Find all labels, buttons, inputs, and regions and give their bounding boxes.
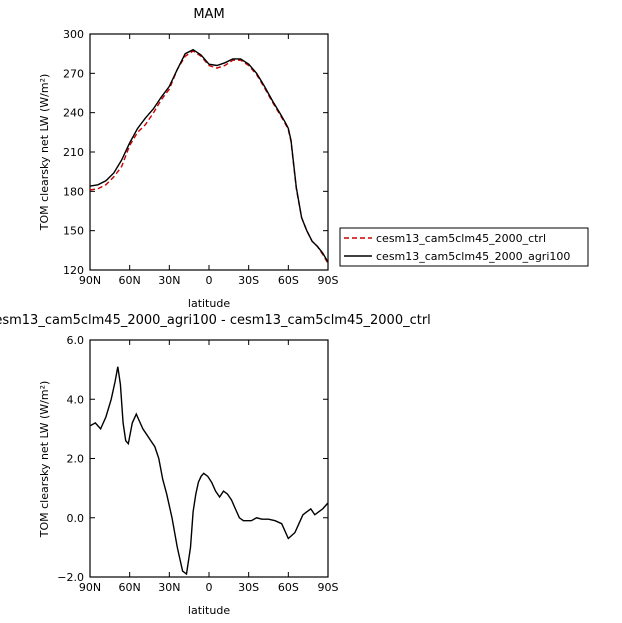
plot-frame xyxy=(89,339,329,578)
top-panel-title: MAM xyxy=(193,7,224,22)
x-tick-label: 90N xyxy=(79,581,101,594)
y-tick-label: 180 xyxy=(63,185,84,198)
series-line-diff-0 xyxy=(90,366,328,576)
y-tick-label: 270 xyxy=(63,67,84,80)
y-tick-label: 2.0 xyxy=(67,453,85,466)
bottom-plot-area xyxy=(89,339,329,578)
x-tick-label: 60S xyxy=(278,581,299,594)
bottom-panel-title: cesm13_cam5clm45_2000_agri100 - cesm13_c… xyxy=(0,313,431,328)
x-tick-label: 90N xyxy=(79,274,101,287)
series-line-cesm13_cam5clm45_2000_agri100 xyxy=(90,48,328,263)
y-tick-label: 300 xyxy=(63,28,84,41)
x-tick-label: 0 xyxy=(206,581,213,594)
y-tick-label: 150 xyxy=(63,225,84,238)
y-tick-label: −2.0 xyxy=(57,571,84,584)
top-panel: MAM TOM clearsky net LW (W/m²) latitude … xyxy=(38,7,339,310)
y-tick-label: 120 xyxy=(63,264,84,277)
y-tick-label: 210 xyxy=(63,146,84,159)
bottom-y-axis-label: TOM clearsky net LW (W/m²) xyxy=(38,381,51,539)
bottom-panel: cesm13_cam5clm45_2000_agri100 - cesm13_c… xyxy=(0,313,431,617)
top-y-ticks: 120 150 180 210 240 270 300 xyxy=(63,28,328,277)
bottom-x-ticks: 90N 60N 30N 0 30S 60S 90S xyxy=(79,340,339,594)
x-tick-label: 60N xyxy=(119,581,141,594)
series-line-cesm13_cam5clm45_2000_ctrl xyxy=(90,50,328,264)
x-tick-label: 0 xyxy=(206,274,213,287)
bottom-x-axis-label: latitude xyxy=(188,604,230,617)
bottom-y-ticks: −2.0 0.0 2.0 4.0 6.0 xyxy=(57,334,328,584)
x-tick-label: 30S xyxy=(238,581,259,594)
x-tick-label: 90S xyxy=(318,274,339,287)
x-tick-label: 90S xyxy=(318,581,339,594)
legend-label-agri100: cesm13_cam5clm45_2000_agri100 xyxy=(376,250,570,263)
y-tick-label: 4.0 xyxy=(67,393,85,406)
y-tick-label: 240 xyxy=(63,107,84,120)
x-tick-label: 30S xyxy=(238,274,259,287)
top-x-ticks: 90N 60N 30N 0 30S 60S 90S xyxy=(79,34,339,287)
x-tick-label: 30N xyxy=(158,274,180,287)
x-tick-label: 60N xyxy=(119,274,141,287)
top-x-axis-label: latitude xyxy=(188,297,230,310)
top-plot-area xyxy=(89,33,329,271)
y-tick-label: 6.0 xyxy=(67,334,85,347)
x-tick-label: 30N xyxy=(158,581,180,594)
legend-box xyxy=(339,227,589,267)
top-y-axis-label: TOM clearsky net LW (W/m²) xyxy=(38,74,51,232)
y-tick-label: 0.0 xyxy=(67,512,85,525)
x-tick-label: 60S xyxy=(278,274,299,287)
legend-label-ctrl: cesm13_cam5clm45_2000_ctrl xyxy=(376,232,546,245)
legend: cesm13_cam5clm45_2000_ctrl cesm13_cam5cl… xyxy=(339,227,589,267)
